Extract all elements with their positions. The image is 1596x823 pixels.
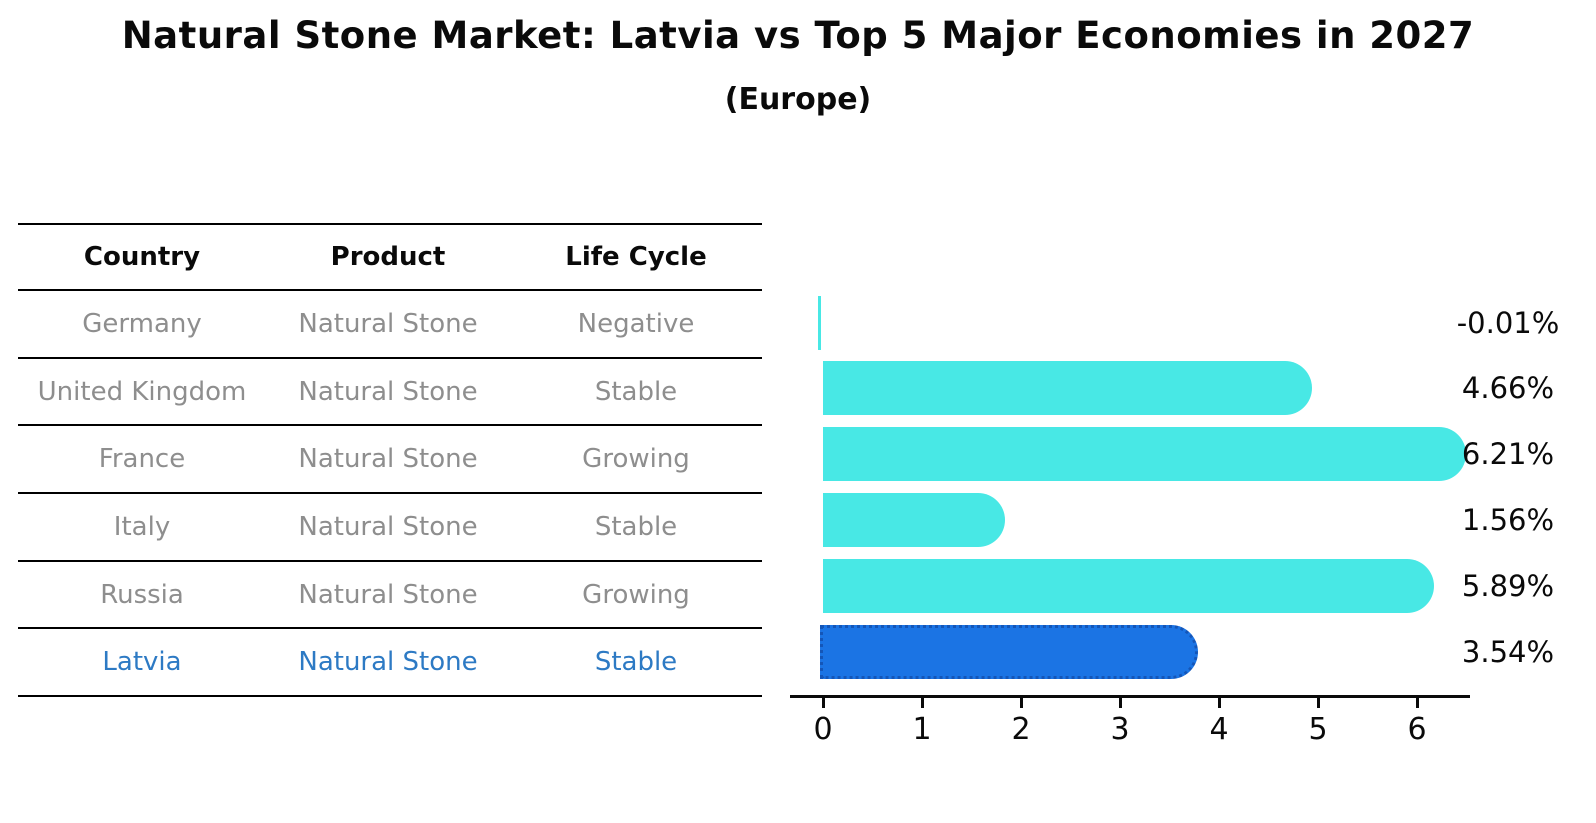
bar-italy <box>823 492 1006 547</box>
lifecycle-cell: Growing <box>582 579 690 610</box>
chart-subtitle: (Europe) <box>724 82 872 117</box>
lifecycle-cell: Growing <box>582 444 690 475</box>
product-cell: Natural Stone <box>298 308 478 339</box>
bar-value-label: 3.54% <box>1461 634 1555 669</box>
product-cell: Natural Stone <box>298 511 478 542</box>
x-axis-line <box>790 695 1470 698</box>
product-cell: Natural Stone <box>298 579 478 610</box>
lifecycle-cell: Stable <box>594 376 678 407</box>
table-row: France Natural Stone Growing <box>18 426 762 495</box>
x-axis-tick-label: 5 <box>1308 712 1328 747</box>
country-cell: France <box>98 444 186 475</box>
x-axis-tick-label: 6 <box>1407 712 1427 747</box>
bar-germany <box>818 295 821 350</box>
comparison-table: Country Product Life Cycle Germany Natur… <box>18 223 762 698</box>
product-cell: Natural Stone <box>298 647 478 678</box>
lifecycle-cell: Stable <box>594 647 678 678</box>
bar-france <box>823 427 1466 482</box>
x-axis-tick-label: 1 <box>912 712 932 747</box>
x-axis-tick-label: 2 <box>1011 712 1031 747</box>
x-axis-tick-label: 4 <box>1209 712 1229 747</box>
country-cell: United Kingdom <box>37 376 247 407</box>
x-axis-tick <box>1019 698 1023 708</box>
product-cell: Natural Stone <box>298 376 478 407</box>
x-axis-tick-label: 3 <box>1110 712 1130 747</box>
table-body: Germany Natural Stone Negative United Ki… <box>18 291 762 698</box>
header-lifecycle: Life Cycle <box>565 242 707 272</box>
x-axis-tick <box>821 698 825 708</box>
bar-russia <box>823 558 1435 613</box>
table-header-row: Country Product Life Cycle <box>18 225 762 291</box>
bar-united-kingdom <box>823 361 1313 416</box>
table-row: Italy Natural Stone Stable <box>18 494 762 562</box>
x-axis-tick <box>1217 698 1221 708</box>
table-row: United Kingdom Natural Stone Stable <box>18 359 762 427</box>
x-axis-tick <box>1118 698 1122 708</box>
country-cell: Russia <box>100 579 184 610</box>
bar-latvia <box>820 624 1199 679</box>
bar-value-label: 1.56% <box>1461 502 1555 537</box>
lifecycle-cell: Negative <box>577 308 695 339</box>
header-product: Product <box>330 242 446 272</box>
table-row: Latvia Natural Stone Stable <box>18 629 762 698</box>
country-cell: Italy <box>113 511 171 542</box>
country-cell: Latvia <box>102 647 182 678</box>
x-axis-tick <box>1415 698 1419 708</box>
bar-value-label: 4.66% <box>1461 371 1555 406</box>
x-axis-tick <box>920 698 924 708</box>
table-row: Germany Natural Stone Negative <box>18 291 762 359</box>
table-row: Russia Natural Stone Growing <box>18 562 762 630</box>
bar-value-label: -0.01% <box>1456 305 1560 340</box>
bar-value-label: 5.89% <box>1461 568 1555 603</box>
bar-value-label: 6.21% <box>1461 437 1555 472</box>
x-axis-tick-label: 0 <box>813 712 833 747</box>
country-cell: Germany <box>82 308 202 339</box>
chart-title: Natural Stone Market: Latvia vs Top 5 Ma… <box>121 14 1475 57</box>
product-cell: Natural Stone <box>298 444 478 475</box>
x-axis-tick <box>1316 698 1320 708</box>
lifecycle-cell: Stable <box>594 511 678 542</box>
header-country: Country <box>83 242 201 272</box>
